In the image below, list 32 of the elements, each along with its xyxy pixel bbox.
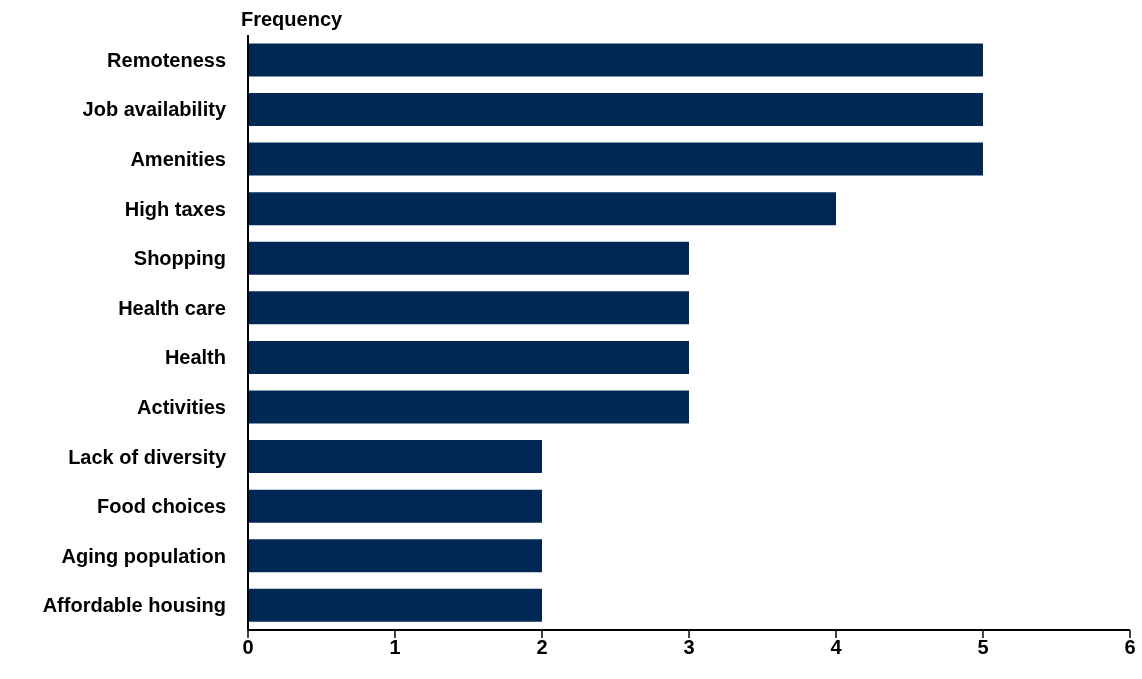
bar (248, 588, 542, 622)
x-tick-label: 6 (1124, 636, 1136, 659)
y-tick-label: Health care (118, 296, 226, 319)
bar (248, 192, 836, 226)
x-tick-label: 0 (242, 636, 254, 659)
y-tick-label: Activities (137, 395, 226, 418)
bar (248, 142, 983, 176)
bar (248, 241, 689, 275)
bar (248, 440, 542, 474)
bar (248, 390, 689, 424)
y-tick-label: Lack of diversity (68, 445, 227, 468)
y-tick-label: Aging population (61, 544, 226, 567)
y-tick-label: Amenities (130, 148, 226, 171)
x-axis-title: Frequency (241, 8, 343, 31)
x-tick-label: 2 (536, 636, 548, 659)
y-tick-label: High taxes (124, 197, 226, 220)
y-tick-label: Shopping (133, 247, 226, 270)
x-tick-label: 5 (977, 636, 989, 659)
bar (248, 43, 983, 77)
y-tick-label: Job availability (82, 98, 227, 121)
y-tick-label: Food choices (97, 495, 226, 518)
bar (248, 340, 689, 374)
bar (248, 489, 542, 523)
x-tick-label: 3 (683, 636, 695, 659)
y-tick-label: Health (164, 346, 226, 369)
x-tick-label: 1 (389, 636, 401, 659)
bar (248, 93, 983, 127)
bar (248, 291, 689, 325)
y-tick-label: Affordable housing (42, 594, 226, 617)
x-tick-label: 4 (830, 636, 843, 659)
y-tick-label: Remoteness (107, 48, 226, 71)
bar (248, 539, 542, 573)
